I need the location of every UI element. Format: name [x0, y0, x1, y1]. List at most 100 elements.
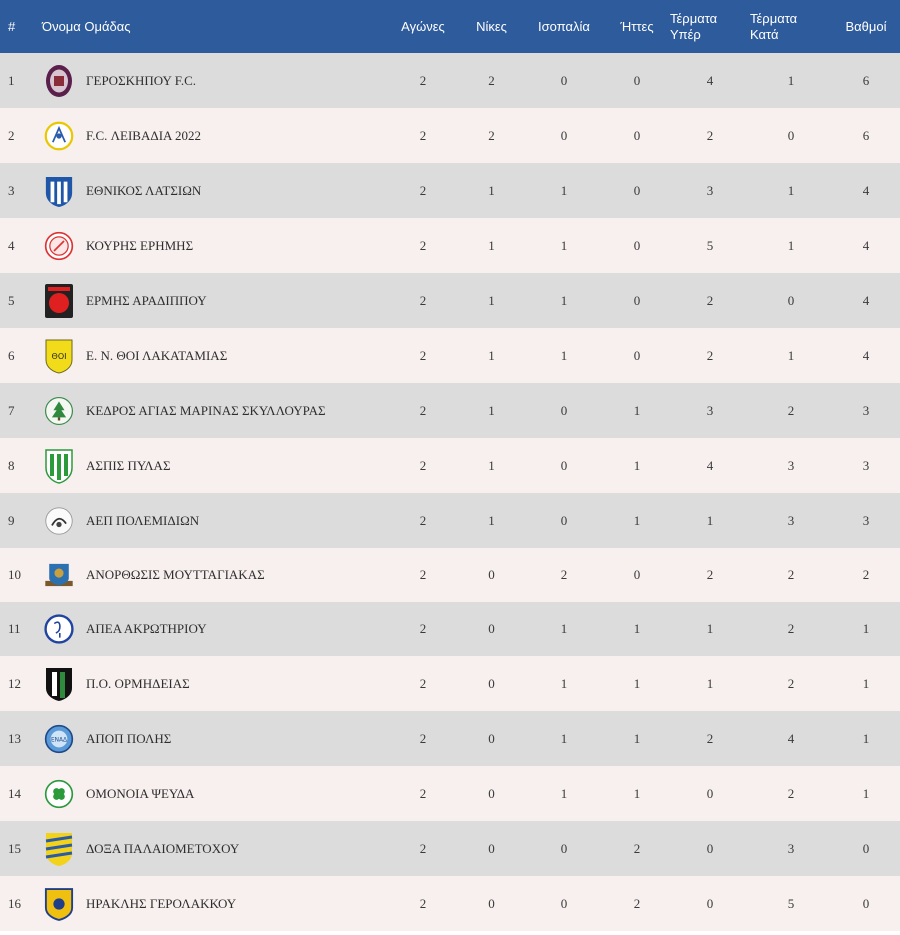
table-row[interactable]: 8 ΑΣΠΙΣ ΠΥΛΑΣ 2 1 0 1 4 3 3: [0, 438, 900, 493]
losses-cell: 2: [633, 840, 641, 856]
wins-cell: 0: [488, 730, 495, 746]
played-cell: 2: [419, 402, 427, 418]
points-cell: 3: [862, 512, 870, 528]
table-row[interactable]: 4 ΚΟΥΡΗΣ ΕΡΗΜΗΣ 2 1 1 0 5 1 4: [0, 218, 900, 273]
header-goals-for-line1: Τέρματα: [670, 10, 718, 26]
leivadia-crest-icon: [44, 118, 74, 154]
team-cell: ΔΟΞΑ ΠΑΛΑΙΟΜΕΤΟΧΟΥ: [42, 821, 387, 876]
team-name[interactable]: ΑΠΕΑ ΑΚΡΩΤΗΡΙΟΥ: [86, 621, 207, 636]
draws-cell: 1: [560, 292, 568, 308]
wins-cell: 1: [488, 237, 495, 253]
wins-cell: 2: [488, 72, 495, 88]
team-name[interactable]: ΑΕΠ ΠΟΛΕΜΙΔΙΩΝ: [86, 512, 200, 528]
played-cell: 2: [419, 512, 427, 528]
played-cell: 2: [419, 292, 427, 308]
goals-for-cell: 2: [706, 292, 714, 308]
svg-text:ΘΟΙ: ΘΟΙ: [52, 352, 67, 361]
losses-cell: 1: [633, 675, 641, 691]
goals-against-cell: 2: [787, 567, 795, 582]
rank-cell: 4: [8, 237, 15, 253]
wins-cell: 0: [488, 621, 495, 636]
wins-cell: 0: [488, 567, 495, 582]
team-cell: ΑΝΟΡΘΩΣΙΣ ΜΟΥΤΤΑΓΙΑΚΑΣ: [42, 548, 387, 602]
table-row[interactable]: 7 ΚΕΔΡΟΣ ΑΓΙΑΣ ΜΑΡΙΝΑΣ ΣΚΥΛΛΟΥΡΑΣ 2 1 0 1 3 2 3: [0, 383, 900, 438]
table-row[interactable]: 11 ΑΠΕΑ ΑΚΡΩΤΗΡΙΟΥ 2 0 1 1 1 2 1: [0, 602, 900, 656]
played-cell: 2: [419, 621, 427, 636]
losses-cell: 1: [633, 512, 641, 528]
losses-cell: 2: [633, 895, 641, 911]
draws-cell: 0: [560, 457, 568, 473]
played-cell: 2: [419, 675, 427, 691]
team-name[interactable]: ΚΕΔΡΟΣ ΑΓΙΑΣ ΜΑΡΙΝΑΣ ΣΚΥΛΛΟΥΡΑΣ: [86, 402, 326, 418]
header-points[interactable]: Βαθμοί: [845, 18, 887, 34]
team-name[interactable]: F.C. ΛΕΙΒΑΔΙΑ 2022: [86, 127, 201, 143]
points-cell: 3: [862, 457, 870, 473]
draws-cell: 0: [560, 127, 568, 143]
team-cell: ΚΕΔΡΟΣ ΑΓΙΑΣ ΜΑΡΙΝΑΣ ΣΚΥΛΛΟΥΡΑΣ: [42, 383, 387, 438]
apop-polis-crest-icon: ENAΔ: [44, 721, 74, 757]
rank-cell: 14: [8, 785, 21, 801]
header-team[interactable]: Όνομα Ομάδας: [42, 18, 131, 34]
team-name[interactable]: Π.Ο. ΟΡΜΗΔΕΙΑΣ: [86, 675, 190, 691]
team-name[interactable]: ΕΡΜΗΣ ΑΡΑΔΙΠΠΟΥ: [86, 292, 207, 308]
table-row[interactable]: 13 ENAΔ ΑΠΟΠ ΠΟΛΗΣ 2 0 1 1 2 4 1: [0, 711, 900, 766]
team-name[interactable]: ΑΠΟΠ ΠΟΛΗΣ: [86, 730, 172, 746]
draws-cell: 1: [560, 621, 568, 636]
iraklis-gerolakkou-crest-icon: [44, 886, 74, 922]
table-row[interactable]: 2 F.C. ΛΕΙΒΑΔΙΑ 2022 2 2 0 0 2 0 6: [0, 108, 900, 163]
rank-cell: 15: [8, 840, 21, 856]
table-row[interactable]: 10 ΑΝΟΡΘΩΣΙΣ ΜΟΥΤΤΑΓΙΑΚΑΣ 2 0 2 0 2 2 2: [0, 548, 900, 602]
team-cell: ΓΕΡΟΣΚΗΠΟΥ F.C.: [42, 53, 387, 108]
wins-cell: 1: [488, 512, 495, 528]
wins-cell: 0: [488, 895, 495, 911]
goals-for-cell: 1: [706, 675, 714, 691]
team-name[interactable]: ΔΟΞΑ ΠΑΛΑΙΟΜΕΤΟΧΟΥ: [86, 840, 240, 856]
table-row[interactable]: 6 ΘΟΙ Ε. Ν. ΘΟΙ ΛΑΚΑΤΑΜΙΑΣ 2 1 1 0 2 1 4: [0, 328, 900, 383]
table-row[interactable]: 15 ΔΟΞΑ ΠΑΛΑΙΟΜΕΤΟΧΟΥ 2 0 0 2 0 3 0: [0, 821, 900, 876]
header-wins[interactable]: Νίκες: [476, 18, 507, 34]
wins-cell: 0: [488, 785, 495, 801]
header-goals-for[interactable]: Τέρματα Υπέρ: [670, 0, 750, 53]
goals-for-cell: 2: [706, 567, 714, 582]
table-row[interactable]: 3 ΕΘΝΙΚΟΣ ΛΑΤΣΙΩΝ 2 1 1 0 3 1 4: [0, 163, 900, 218]
table-row[interactable]: 1 ΓΕΡΟΣΚΗΠΟΥ F.C. 2 2 0 0 4 1 6: [0, 53, 900, 108]
table-row[interactable]: 12 Π.Ο. ΟΡΜΗΔΕΙΑΣ 2 0 1 1 1 2 1: [0, 656, 900, 711]
team-name[interactable]: ΟΜΟΝΟΙΑ ΨΕΥΔΑ: [86, 785, 195, 801]
header-played[interactable]: Αγώνες: [401, 18, 445, 34]
goals-for-cell: 4: [706, 72, 714, 88]
wins-cell: 0: [488, 840, 495, 856]
losses-cell: 1: [633, 457, 641, 473]
header-rank[interactable]: #: [8, 18, 16, 34]
goals-against-cell: 0: [787, 292, 795, 308]
points-cell: 6: [862, 127, 870, 143]
team-name[interactable]: ΓΕΡΟΣΚΗΠΟΥ F.C.: [86, 72, 197, 88]
aep-polemidion-crest-icon: [44, 503, 74, 539]
rank-cell: 2: [8, 127, 15, 143]
team-name[interactable]: ΚΟΥΡΗΣ ΕΡΗΜΗΣ: [86, 237, 194, 253]
team-cell: ΕΘΝΙΚΟΣ ΛΑΤΣΙΩΝ: [42, 163, 387, 218]
goals-against-cell: 1: [787, 72, 795, 88]
draws-cell: 1: [560, 237, 568, 253]
rank-cell: 12: [8, 675, 21, 691]
team-name[interactable]: Ε. Ν. ΘΟΙ ΛΑΚΑΤΑΜΙΑΣ: [86, 347, 228, 363]
team-name[interactable]: ΑΝΟΡΘΩΣΙΣ ΜΟΥΤΤΑΓΙΑΚΑΣ: [86, 567, 265, 582]
table-row[interactable]: 5 ΕΡΜΗΣ ΑΡΑΔΙΠΠΟΥ 2 1 1 0 2 0 4: [0, 273, 900, 328]
table-row[interactable]: 16 ΗΡΑΚΛΗΣ ΓΕΡΟΛΑΚΚΟΥ 2 0 0 2 0 5 0: [0, 876, 900, 931]
points-cell: 1: [862, 621, 870, 636]
wins-cell: 1: [488, 402, 495, 418]
header-losses[interactable]: Ήττες: [620, 18, 654, 34]
header-goals-against-line1: Τέρματα: [750, 10, 798, 26]
draws-cell: 1: [560, 347, 568, 363]
team-name[interactable]: ΗΡΑΚΛΗΣ ΓΕΡΟΛΑΚΚΟΥ: [86, 895, 237, 911]
rank-cell: 5: [8, 292, 15, 308]
losses-cell: 1: [633, 402, 641, 418]
header-goals-against[interactable]: Τέρματα Κατά: [750, 0, 832, 53]
draws-cell: 1: [560, 785, 568, 801]
table-row[interactable]: 9 ΑΕΠ ΠΟΛΕΜΙΔΙΩΝ 2 1 0 1 1 3 3: [0, 493, 900, 548]
goals-for-cell: 0: [706, 895, 714, 911]
team-name[interactable]: ΕΘΝΙΚΟΣ ΛΑΤΣΙΩΝ: [86, 182, 202, 198]
po-ormideias-crest-icon: [44, 666, 74, 702]
table-row[interactable]: 14 ΟΜΟΝΟΙΑ ΨΕΥΔΑ 2 0 1 1 0 2 1: [0, 766, 900, 821]
header-draws[interactable]: Ισοπαλία: [538, 18, 590, 34]
team-name[interactable]: ΑΣΠΙΣ ΠΥΛΑΣ: [86, 457, 171, 473]
